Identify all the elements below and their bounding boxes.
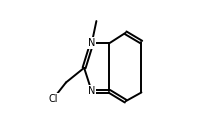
Text: Cl: Cl <box>48 94 58 104</box>
Text: N: N <box>88 38 95 48</box>
Text: N: N <box>88 86 95 96</box>
